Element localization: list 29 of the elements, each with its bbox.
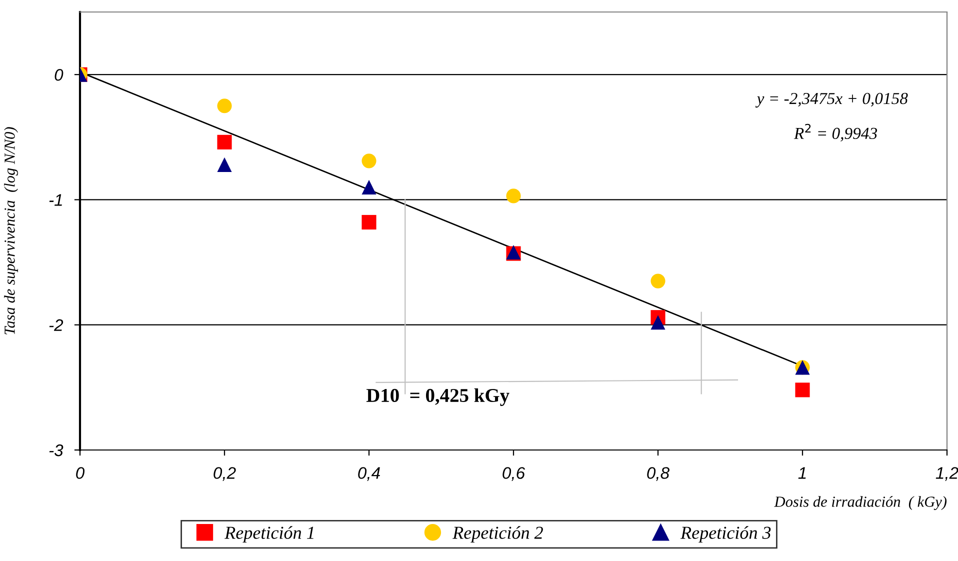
x-tick-label: 0 [76,467,84,479]
y-tick-label: -3 [49,444,64,456]
x-tick-label: 1 [798,467,806,479]
y-axis-title: Tasa de supervivencia (log N/N0) [4,127,18,334]
point [795,382,810,398]
x-tick-label: 0,8 [647,467,670,481]
point [362,180,376,194]
point [650,315,666,330]
legend-label: Repetición 1 [224,526,314,543]
point [217,98,232,114]
annotation: y = -2,3475x + 0,0158 [755,92,908,108]
point [362,214,376,230]
x-tick-label: 0,6 [502,467,526,481]
point [217,157,232,172]
y-tick-label: 0 [54,68,64,81]
legend-label: Repetición 3 [680,526,771,543]
x-tick-label: 0,4 [358,467,380,481]
point [506,188,521,204]
y-tick-label: -1 [49,194,62,206]
x-tick-label: 1,2 [936,467,958,481]
point [362,154,376,168]
x-tick-label: 0,2 [214,467,236,481]
point [217,134,232,150]
annotation: D10 = 0,425 kGy [366,388,510,406]
annotation: R$^{2}$ = 0,9943 [794,124,878,142]
legend-label: Repetición 2 [452,526,543,543]
point [650,274,666,288]
y-tick-label: -2 [49,319,64,331]
x-axis-title: Dosis de irradiación ( kGy) [774,496,947,510]
